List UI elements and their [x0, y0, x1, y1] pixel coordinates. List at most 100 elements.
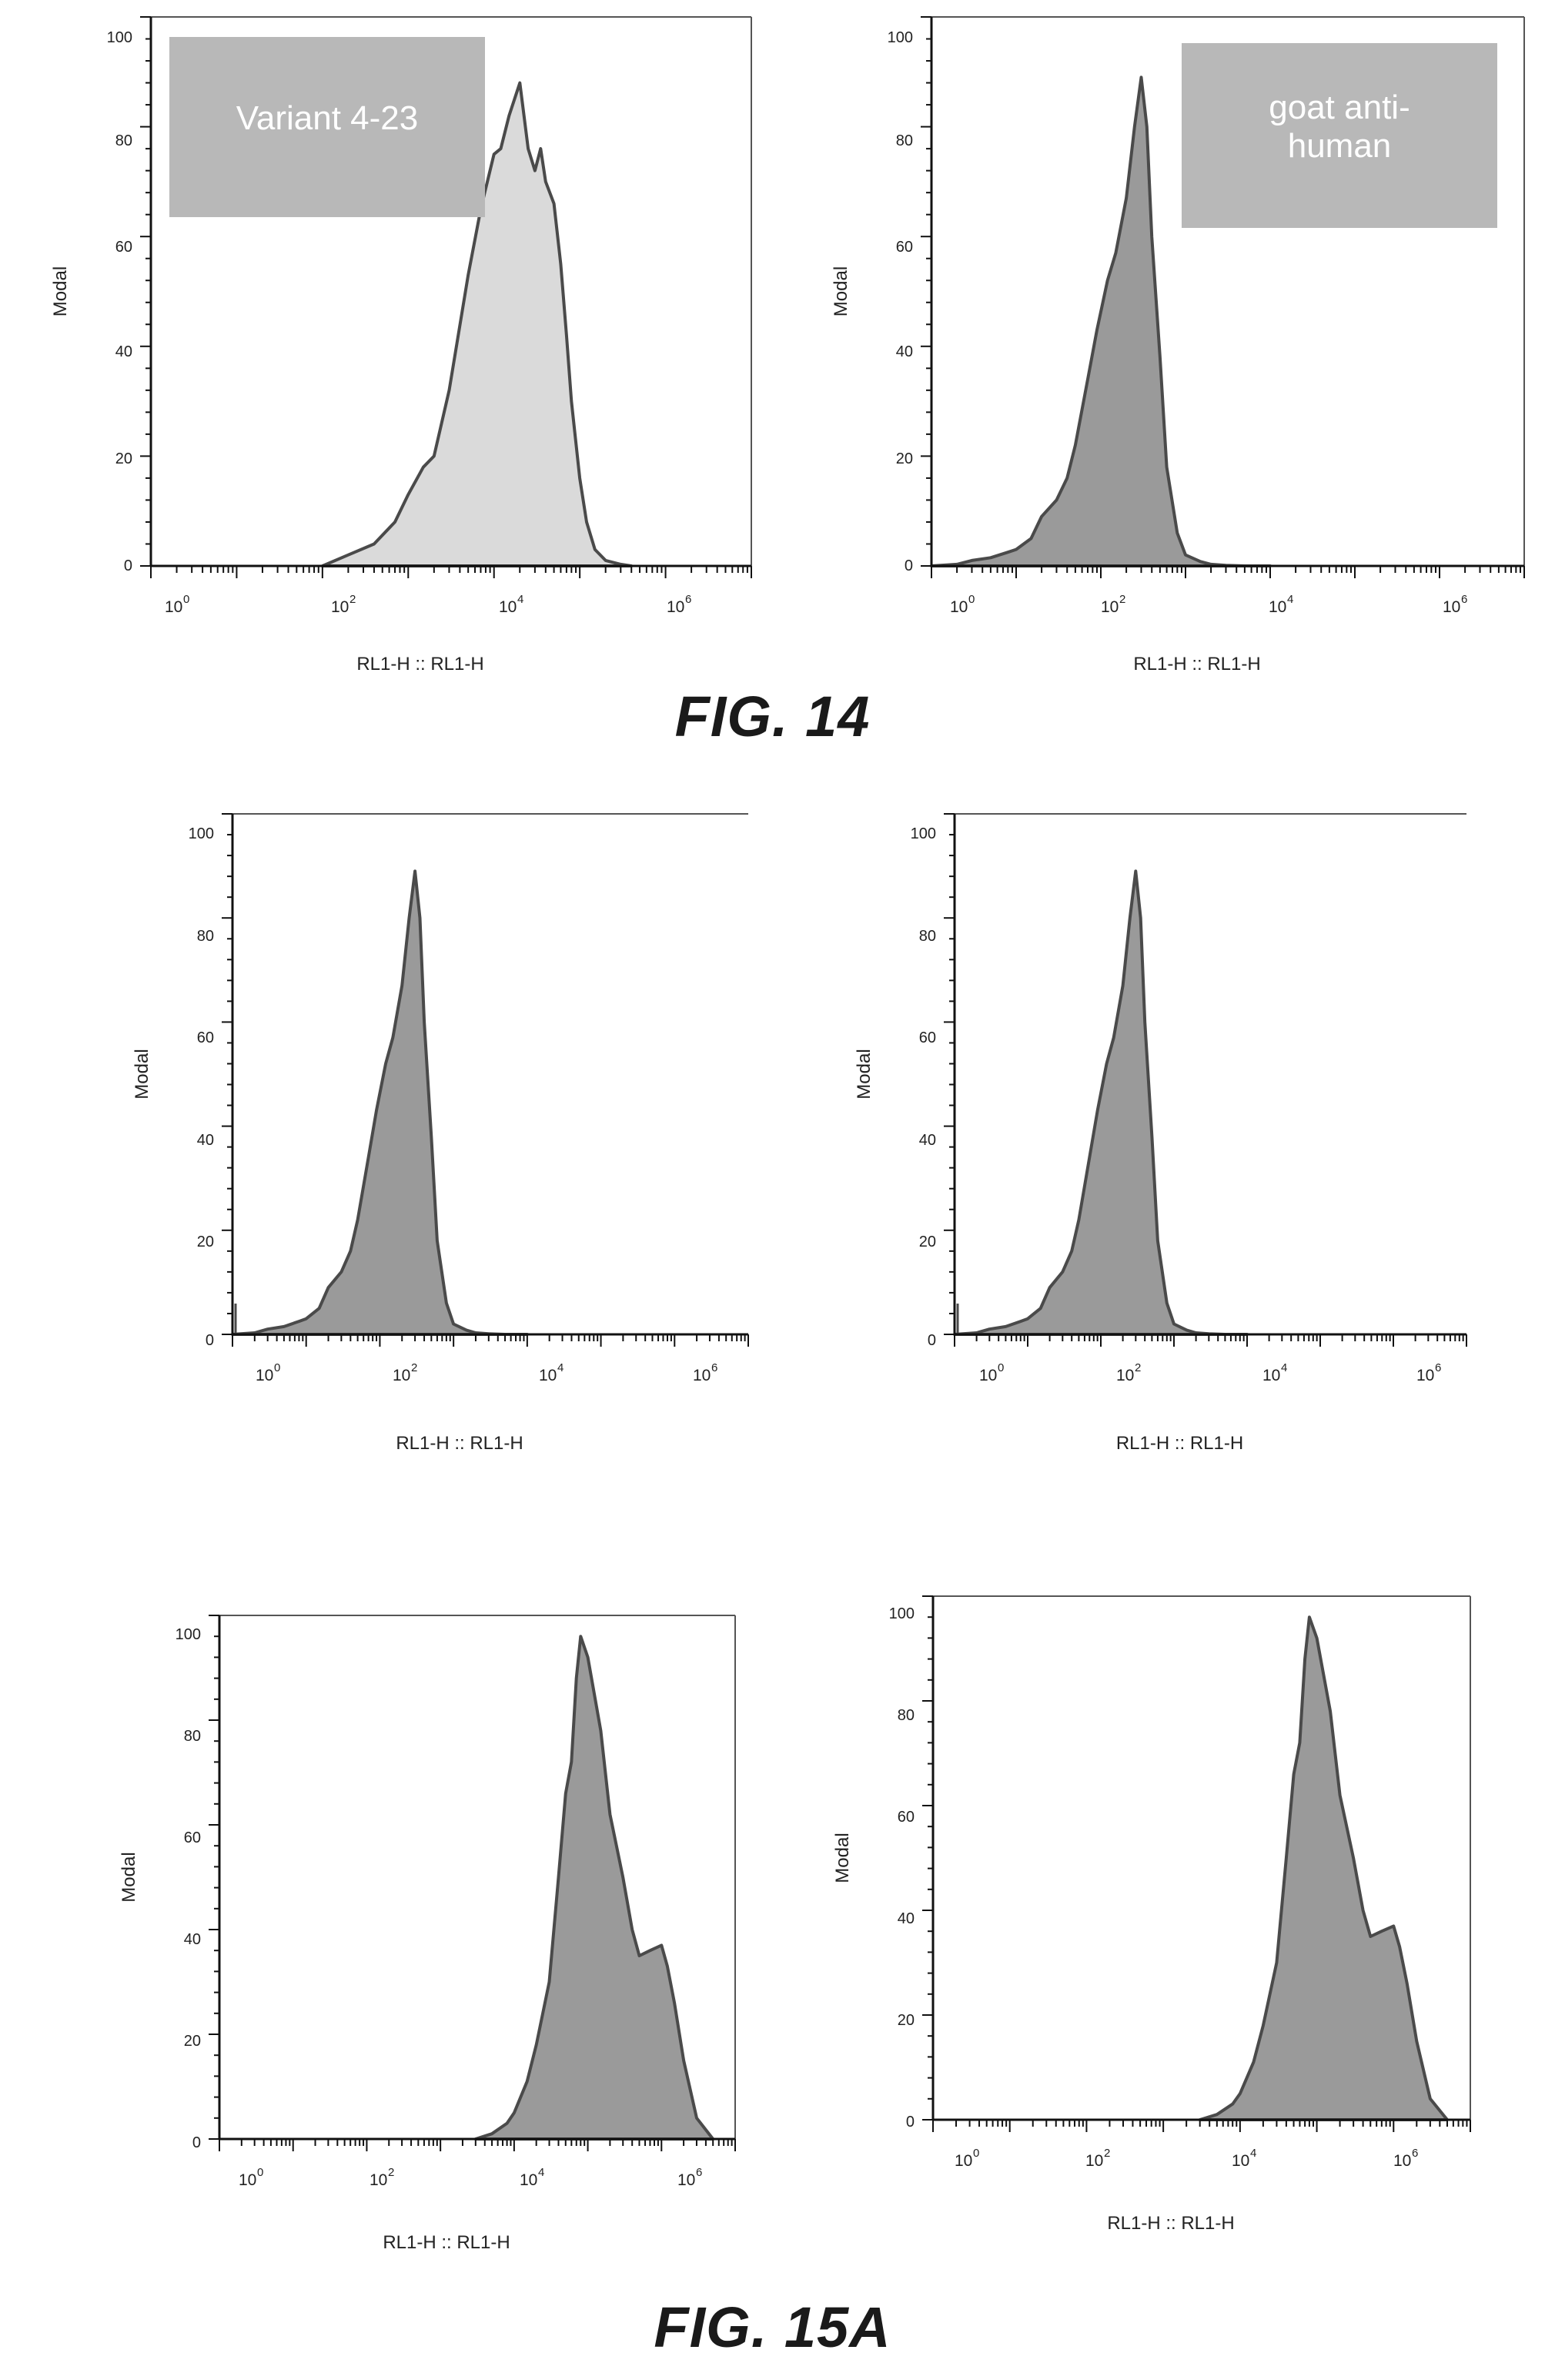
x-tick-exponent: 4 [557, 1361, 563, 1374]
y-tick-label: 20 [115, 450, 132, 467]
x-tick-label: 10 [370, 2171, 387, 2189]
y-tick-label: 0 [905, 557, 913, 574]
y-tick-label: 40 [919, 1132, 936, 1149]
x-tick-label: 10 [979, 1367, 997, 1384]
x-tick-label: 10 [667, 598, 684, 616]
sample-label-text: goat anti- [1269, 89, 1410, 126]
x-axis-label: RL1-H :: RL1-H [1107, 2213, 1234, 2234]
x-tick-label: 10 [1116, 1367, 1134, 1384]
y-tick-label: 100 [176, 1626, 201, 1643]
x-tick-label: 10 [1393, 2152, 1411, 2170]
y-tick-label: 20 [197, 1234, 214, 1250]
x-tick-label: 10 [256, 1367, 273, 1384]
x-tick-label: 10 [693, 1367, 711, 1384]
y-tick-label: 40 [197, 1132, 214, 1149]
y-tick-label: 100 [889, 1605, 915, 1622]
x-tick-label: 10 [1269, 598, 1286, 616]
x-tick-label: 10 [1085, 2152, 1103, 2170]
x-tick-exponent: 6 [1412, 2147, 1418, 2160]
y-tick-label: 0 [192, 2134, 201, 2151]
y-tick-label: 80 [919, 928, 936, 945]
figure-caption-fig14: FIG. 14 [674, 685, 871, 748]
y-tick-label: 100 [911, 825, 936, 842]
histogram-area [1198, 1615, 1449, 2121]
y-tick-label: 20 [898, 2012, 915, 2029]
y-tick-label: 40 [898, 1910, 915, 1927]
y-axis-label: Modal [831, 266, 851, 316]
x-axis-label: RL1-H :: RL1-H [1116, 1433, 1243, 1454]
x-axis-label: RL1-H :: RL1-H [356, 654, 483, 675]
x-axis-label: RL1-H :: RL1-H [383, 2232, 510, 2253]
x-tick-exponent: 0 [998, 1361, 1004, 1374]
x-tick-exponent: 2 [349, 593, 356, 606]
x-tick-exponent: 4 [1281, 1361, 1287, 1374]
histogram-area [231, 869, 529, 1336]
y-tick-label: 80 [184, 1728, 201, 1745]
y-tick-label: 0 [124, 557, 132, 574]
y-tick-label: 0 [206, 1332, 214, 1349]
x-tick-exponent: 0 [973, 2147, 979, 2160]
sample-label-text: human [1288, 127, 1392, 165]
y-tick-label: 20 [184, 2033, 201, 2050]
x-tick-exponent: 2 [411, 1361, 417, 1374]
x-tick-label: 10 [1262, 1367, 1280, 1384]
x-tick-exponent: 0 [257, 2166, 263, 2179]
x-tick-exponent: 4 [1287, 593, 1293, 606]
sample-label-box [169, 37, 485, 217]
x-tick-label: 10 [499, 598, 517, 616]
x-tick-exponent: 6 [1435, 1361, 1441, 1374]
y-axis-label: Modal [832, 1833, 853, 1883]
x-tick-exponent: 2 [1135, 1361, 1141, 1374]
y-tick-label: 0 [906, 2114, 915, 2131]
y-tick-label: 100 [189, 825, 214, 842]
y-tick-label: 80 [896, 132, 913, 149]
x-tick-label: 10 [955, 2152, 972, 2170]
y-tick-label: 60 [898, 1809, 915, 1826]
x-tick-exponent: 0 [968, 593, 975, 606]
histogram-area [930, 75, 1272, 567]
y-tick-label: 60 [197, 1029, 214, 1046]
x-tick-label: 10 [677, 2171, 695, 2189]
y-axis-label: Modal [132, 1049, 152, 1099]
x-tick-label: 10 [1416, 1367, 1434, 1384]
y-tick-label: 100 [888, 29, 913, 46]
y-axis-label: Modal [50, 266, 71, 316]
x-tick-label: 10 [331, 598, 349, 616]
sample-label-text: Variant 4-23 [236, 99, 418, 137]
y-axis-label: Modal [854, 1049, 874, 1099]
y-tick-label: 80 [898, 1707, 915, 1724]
x-tick-exponent: 4 [1250, 2147, 1256, 2160]
x-tick-label: 10 [165, 598, 182, 616]
y-axis-label: Modal [119, 1852, 139, 1902]
y-tick-label: 40 [896, 343, 913, 360]
y-tick-label: 20 [919, 1234, 936, 1250]
sample-label-box [1182, 43, 1497, 228]
x-tick-label: 10 [1232, 2152, 1249, 2170]
histogram-area [473, 1635, 715, 2141]
y-tick-label: 80 [197, 928, 214, 945]
x-tick-label: 10 [393, 1367, 410, 1384]
x-tick-exponent: 6 [711, 1361, 717, 1374]
x-tick-exponent: 6 [1461, 593, 1467, 606]
x-tick-label: 10 [520, 2171, 537, 2189]
x-tick-exponent: 0 [274, 1361, 280, 1374]
x-tick-exponent: 0 [183, 593, 189, 606]
x-tick-exponent: 2 [1119, 593, 1125, 606]
x-tick-label: 10 [1101, 598, 1119, 616]
y-tick-label: 40 [184, 1931, 201, 1948]
y-tick-label: 100 [107, 29, 132, 46]
x-axis-label: RL1-H :: RL1-H [396, 1433, 523, 1454]
y-tick-label: 60 [919, 1029, 936, 1046]
x-tick-exponent: 6 [685, 593, 691, 606]
y-tick-label: 60 [184, 1829, 201, 1846]
y-tick-label: 40 [115, 343, 132, 360]
x-tick-exponent: 6 [696, 2166, 702, 2179]
y-tick-label: 60 [115, 239, 132, 256]
histogram-area [320, 81, 634, 567]
